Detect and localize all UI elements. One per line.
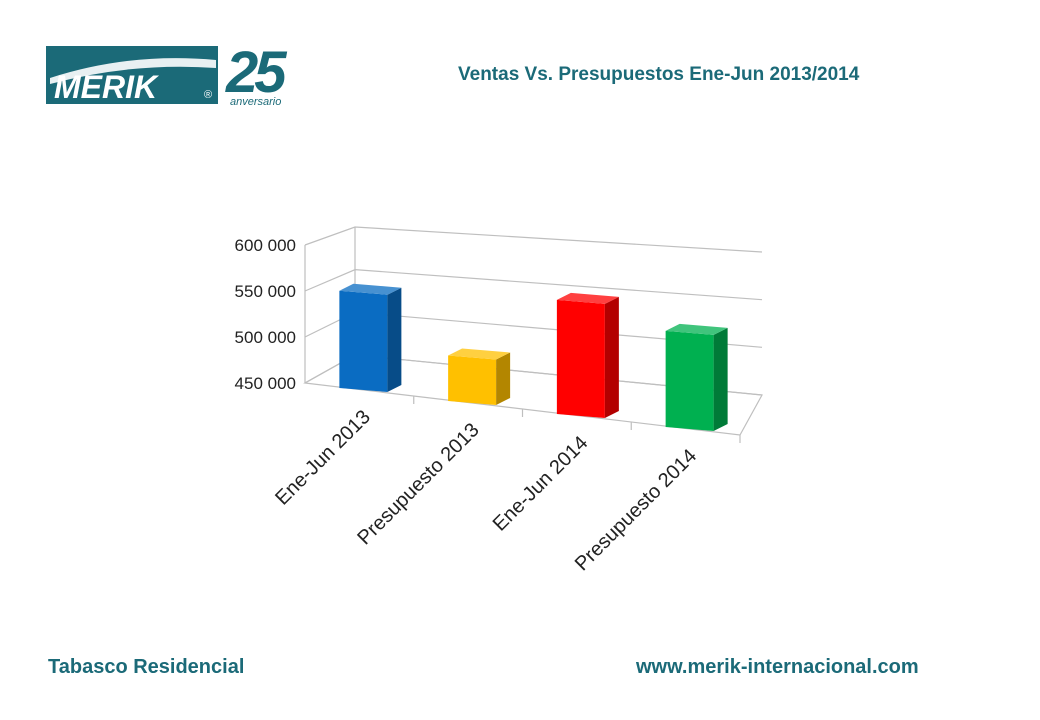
gridline-3 (304, 226, 763, 253)
bar-top-face (556, 292, 619, 304)
bar-1 (448, 348, 511, 405)
merik-logo-registered: ® (204, 89, 212, 101)
bar-side-face (496, 352, 511, 405)
chart-y-ticks: 450 000 500 000 550 000 600 000 (235, 236, 296, 393)
merik-logo-subtitle: anversario (230, 96, 281, 108)
bar-3 (665, 323, 728, 431)
y-tick-label: 550 000 (235, 282, 296, 301)
gridline-2 (304, 269, 763, 301)
bar-side-face (713, 327, 728, 431)
bar-top-face (665, 323, 728, 335)
bar-top-face (448, 348, 511, 360)
footer-website-link[interactable]: www.merik-internacional.com (636, 656, 919, 678)
x-category-label: Ene-Jun 2014 (489, 432, 593, 536)
bar-front-face (339, 290, 388, 392)
x-category-label: Presupuesto 2013 (353, 419, 483, 549)
bar-top-face (339, 283, 402, 295)
slide-title: Ventas Vs. Presupuestos Ene-Jun 2013/201… (458, 64, 860, 85)
bar-side-face (604, 296, 619, 418)
bar-0 (339, 283, 402, 392)
x-category-label: Presupuesto 2014 (571, 445, 701, 575)
x-category-label: Ene-Jun 2013 (271, 406, 375, 510)
merik-logo-number: 25 (225, 40, 287, 105)
y-tick-label: 600 000 (235, 236, 296, 255)
merik-logo-wordmark: MERIK (54, 69, 160, 105)
bar-front-face (448, 355, 497, 405)
merik-logo-badge (46, 46, 218, 104)
bar-front-face (665, 330, 714, 431)
y-tick-label: 450 000 (235, 374, 296, 393)
y-tick-label: 500 000 (235, 328, 296, 347)
bar-side-face (387, 287, 402, 392)
chart-bars (339, 283, 728, 431)
bar-2 (556, 292, 619, 418)
merik-logo: MERIK ® 25 anversario (46, 40, 291, 108)
footer-location: Tabasco Residencial (48, 656, 245, 678)
bar-front-face (556, 299, 605, 418)
